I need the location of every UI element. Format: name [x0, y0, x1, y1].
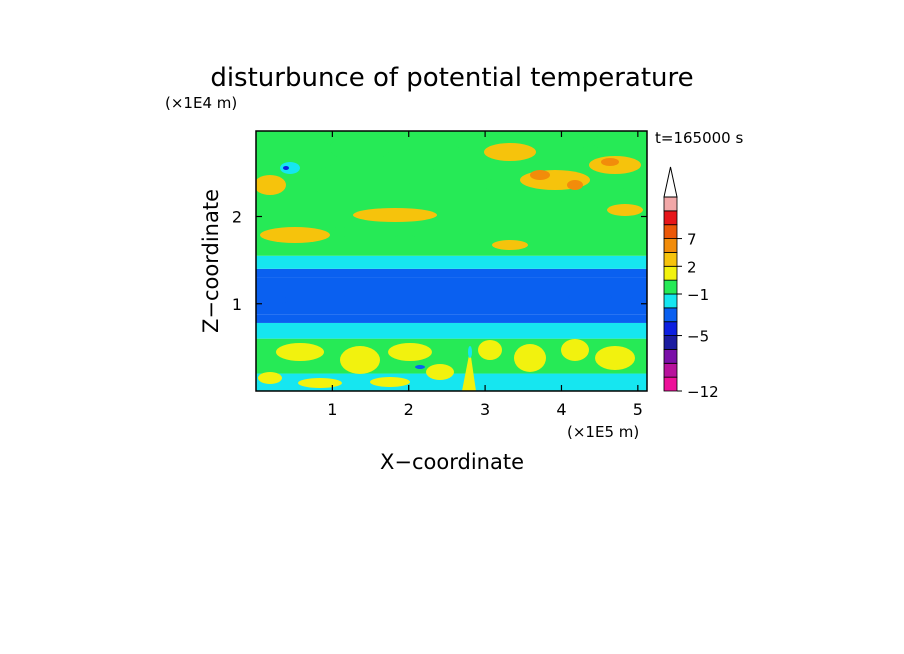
- x-unit-label: (×1E5 m): [567, 423, 639, 441]
- colorbar-swatch: [663, 307, 678, 323]
- colorbar-label: −12: [687, 383, 719, 401]
- colorbar-label: 7: [687, 231, 697, 249]
- y-unit-label: (×1E4 m): [165, 94, 237, 112]
- colorbar-swatch: [663, 196, 678, 212]
- colorbar-swatch: [663, 238, 678, 253]
- colorbar-swatch: [663, 335, 678, 350]
- x-axis: 1 2 3 4 5: [327, 131, 643, 419]
- x-tick-label: 1: [327, 400, 337, 419]
- plot-frame: [255, 130, 648, 392]
- colorbar-swatch: [663, 279, 678, 295]
- x-tick-label: 2: [404, 400, 414, 419]
- colorbar-swatch: [663, 321, 678, 336]
- z-band: [256, 314, 647, 323]
- x-axis-title: X−coordinate: [380, 450, 524, 474]
- z-band: [256, 268, 647, 278]
- colorbar-swatch: [663, 265, 678, 281]
- colorbar-extend-arrow: [663, 166, 678, 198]
- z-band: [256, 373, 647, 391]
- contour-field: [256, 131, 647, 391]
- z-band: [256, 322, 647, 339]
- colorbar-swatch: [663, 293, 678, 309]
- x-tick-label: 3: [480, 400, 490, 419]
- colorbar: −12−5−127: [663, 166, 719, 401]
- z-band: [256, 255, 647, 269]
- y-axis-title: Z−coordinate: [199, 189, 223, 333]
- y-axis: 12: [232, 208, 647, 314]
- colorbar-label: −5: [687, 328, 709, 346]
- colorbar-swatch: [663, 252, 678, 267]
- time-label: t=165000 s: [655, 129, 743, 147]
- colorbar-swatch: [663, 224, 678, 239]
- y-tick-label: 1: [232, 295, 242, 314]
- colorbar-swatch: [663, 362, 678, 378]
- y-tick-label: 2: [232, 208, 242, 227]
- colorbar-label: −1: [687, 286, 709, 304]
- colorbar-swatch: [663, 376, 678, 392]
- chart-title: disturbunce of potential temperature: [210, 63, 693, 93]
- contour-details: [256, 131, 647, 391]
- colorbar-swatch: [663, 349, 678, 364]
- colorbar-label: 2: [687, 258, 697, 276]
- x-tick-label: 4: [556, 400, 566, 419]
- colorbar-swatch: [663, 210, 678, 226]
- x-tick-label: 5: [633, 400, 643, 419]
